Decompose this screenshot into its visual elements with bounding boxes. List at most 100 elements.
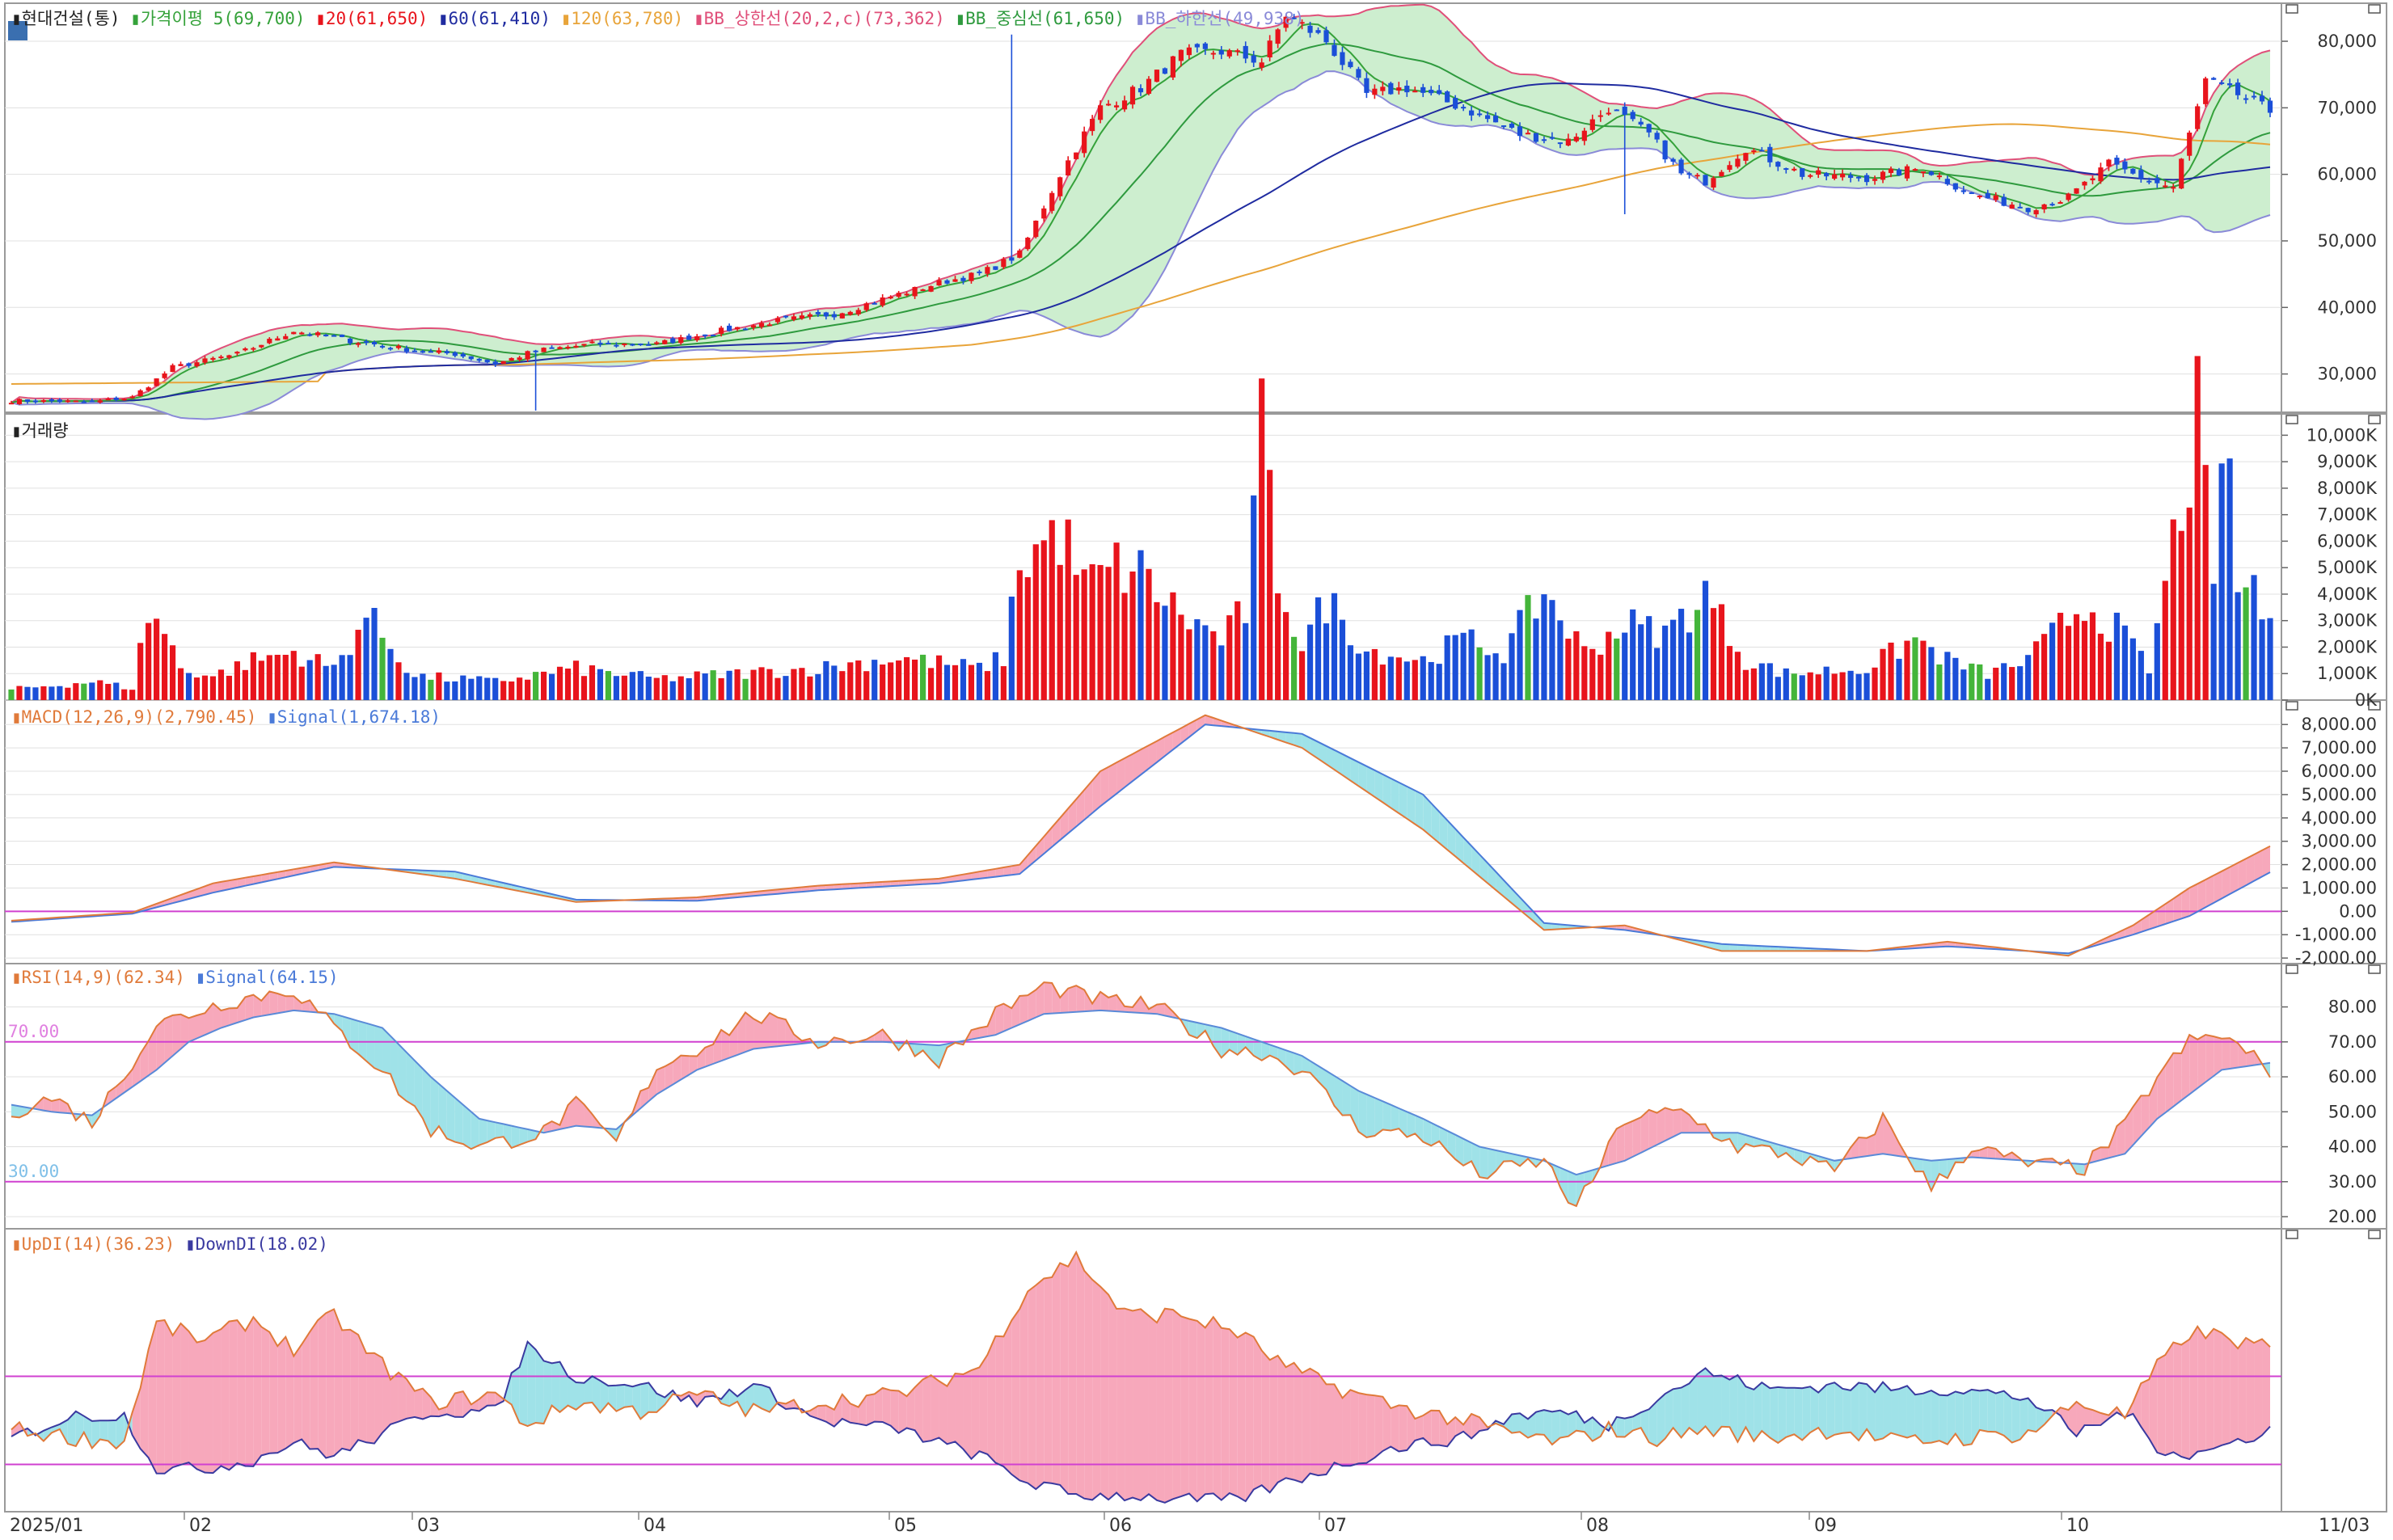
date-label: 02 bbox=[189, 1516, 212, 1536]
volume-bar bbox=[839, 671, 846, 700]
volume-bar bbox=[476, 676, 483, 700]
indicator-fill bbox=[374, 1025, 383, 1072]
volume-bar bbox=[572, 660, 580, 700]
indicator-fill bbox=[979, 1354, 988, 1454]
volume-bar bbox=[121, 689, 128, 700]
candle-body bbox=[2066, 193, 2071, 200]
indicator-fill bbox=[898, 1390, 907, 1433]
candle-body bbox=[1533, 133, 1539, 142]
candle-body bbox=[815, 311, 821, 314]
volume-bar bbox=[2081, 621, 2088, 700]
volume-bar bbox=[1444, 635, 1450, 700]
tick-label: 6,000K bbox=[2317, 531, 2378, 551]
indicator-fill bbox=[2238, 859, 2247, 890]
candle-body bbox=[1904, 166, 1910, 179]
indicator-fill bbox=[656, 1066, 665, 1095]
volume-bar bbox=[863, 671, 870, 700]
candle-body bbox=[1057, 177, 1063, 196]
candle-body bbox=[2171, 187, 2176, 189]
candle-body bbox=[1025, 238, 1031, 250]
indicator-fill bbox=[1867, 1134, 1876, 1157]
tick-label: 7,000.00 bbox=[2301, 738, 2377, 757]
indicator-fill bbox=[971, 1027, 980, 1040]
indicator-fill bbox=[1810, 1386, 1819, 1432]
indicator-fill bbox=[1834, 1382, 1843, 1435]
candle-body bbox=[2041, 204, 2047, 210]
volume-bar bbox=[2218, 463, 2225, 700]
volume-bar bbox=[1251, 495, 1257, 700]
indicator-fill bbox=[213, 881, 222, 893]
candle-body bbox=[492, 361, 498, 365]
candle-body bbox=[2138, 170, 2144, 179]
volume-bar bbox=[726, 670, 732, 700]
candle-body bbox=[2267, 100, 2273, 113]
legend-item: ▮UpDI(14)(36.23) bbox=[11, 1234, 175, 1254]
candle-body bbox=[541, 348, 547, 352]
indicator-fill bbox=[390, 1372, 399, 1424]
indicator-fill bbox=[1624, 1120, 1633, 1161]
indicator-fill bbox=[1640, 1409, 1649, 1443]
indicator-fill bbox=[310, 1320, 319, 1449]
indicator-fill bbox=[1205, 1317, 1213, 1495]
candle-body bbox=[734, 327, 741, 330]
indicator-fill bbox=[1608, 1129, 1617, 1166]
candle-body bbox=[952, 279, 958, 282]
indicator-fill bbox=[1762, 1382, 1770, 1438]
candle-body bbox=[1396, 87, 1402, 91]
candle-body bbox=[444, 351, 449, 353]
indicator-fill bbox=[1527, 905, 1536, 924]
indicator-fill bbox=[1060, 1263, 1069, 1495]
volume-bar bbox=[1799, 675, 1805, 700]
indicator-fill bbox=[269, 871, 278, 881]
indicator-fill bbox=[834, 884, 842, 890]
indicator-fill bbox=[1342, 753, 1351, 781]
volume-bar bbox=[290, 651, 297, 700]
indicator-fill bbox=[2044, 1410, 2053, 1425]
indicator-fill bbox=[1125, 753, 1133, 787]
indicator-fill bbox=[1979, 1390, 1988, 1432]
volume-bar bbox=[1742, 669, 1749, 700]
indicator-fill bbox=[487, 1392, 496, 1406]
volume-bar bbox=[1428, 661, 1434, 700]
candle-body bbox=[831, 314, 837, 318]
candle-body bbox=[1066, 160, 1071, 176]
volume-bar bbox=[185, 673, 192, 700]
panel-control-icon bbox=[2285, 4, 2298, 14]
indicator-fill bbox=[1931, 1390, 1939, 1443]
volume-bar bbox=[298, 666, 305, 700]
candle-body bbox=[1234, 50, 1240, 53]
candle-body bbox=[202, 358, 208, 363]
volume-bar bbox=[1032, 544, 1039, 700]
tick-label: 80,000 bbox=[2318, 32, 2377, 51]
candle-body bbox=[2195, 106, 2201, 129]
volume-bar bbox=[1097, 564, 1104, 700]
indicator-fill bbox=[1044, 1276, 1053, 1483]
indicator-fill bbox=[2181, 1339, 2190, 1460]
indicator-fill bbox=[237, 1320, 246, 1466]
indicator-fill bbox=[1269, 1355, 1278, 1493]
volume-bar bbox=[943, 665, 951, 700]
indicator-fill bbox=[1019, 855, 1028, 875]
candle-body bbox=[750, 325, 757, 328]
volume-bar bbox=[1694, 610, 1701, 700]
volume-bar bbox=[1758, 663, 1765, 700]
indicator-fill bbox=[665, 1061, 673, 1090]
volume-bar bbox=[1323, 623, 1330, 700]
indicator-fill bbox=[963, 1370, 972, 1459]
indicator-fill bbox=[777, 1017, 786, 1047]
indicator-fill bbox=[850, 1403, 859, 1424]
volume-bar bbox=[1008, 597, 1015, 700]
candle-body bbox=[186, 363, 192, 366]
candle-body bbox=[2057, 202, 2063, 205]
date-label: 04 bbox=[644, 1516, 666, 1536]
candle-body bbox=[1759, 150, 1765, 152]
indicator-fill bbox=[1479, 1146, 1488, 1179]
candle-body bbox=[1017, 250, 1023, 258]
candle-body bbox=[1356, 69, 1361, 78]
indicator-fill bbox=[1681, 1109, 1690, 1133]
volume-bar bbox=[2001, 663, 2007, 700]
volume-bar bbox=[468, 678, 475, 700]
volume-bar bbox=[1468, 629, 1475, 700]
volume-bar bbox=[872, 660, 878, 700]
indicator-fill bbox=[1455, 1417, 1464, 1437]
